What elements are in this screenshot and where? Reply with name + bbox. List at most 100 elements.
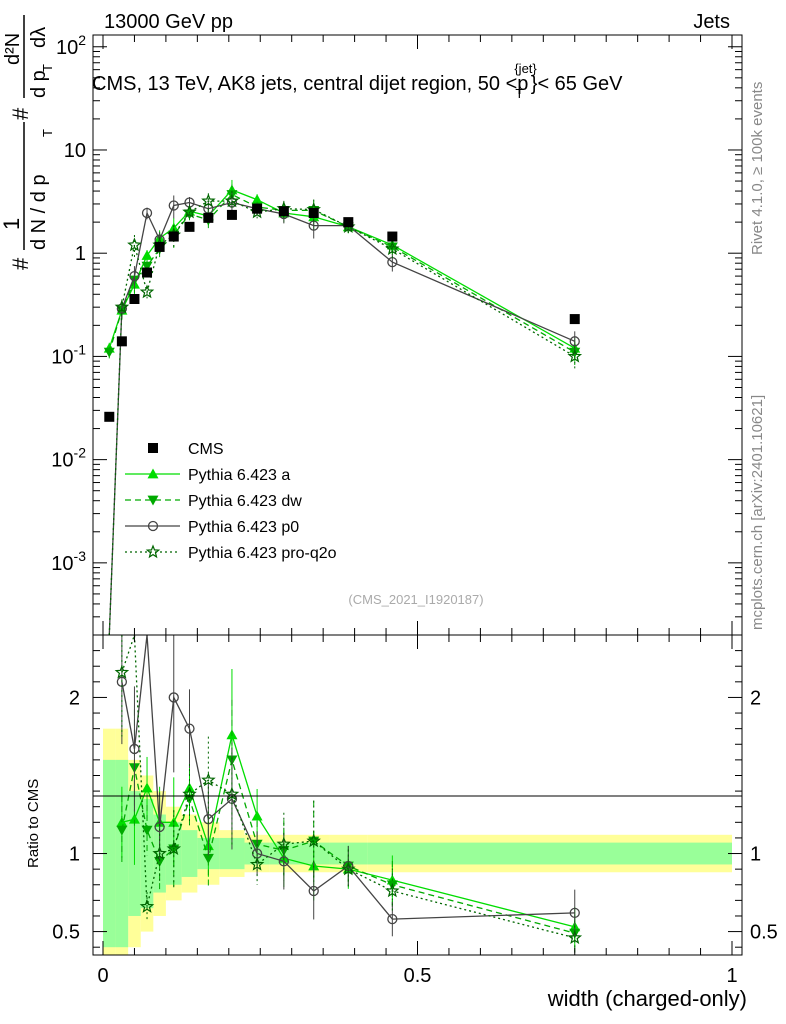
legend-label-data: CMS [188,441,224,458]
x-axis-label: width (charged-only) [547,986,747,1011]
legend: CMS Pythia 6.423 a Pythia 6.423 dw Pythia 6… [125,441,337,562]
ratio-y-axis-label: Ratio to CMS [25,779,42,868]
series-line-proq2o [108,200,576,636]
y-tick-label-2: 10-1 [51,341,86,368]
analysis-id: (CMS_2021_I1920187) [348,592,483,607]
ratio-uncertainty-bands [103,728,732,955]
header-energy: 13000 GeV pp [104,11,233,33]
series-point-p0-5 [168,200,179,211]
ratio-point-p0-4 [154,821,165,833]
x-tick-label-0: 0 [97,965,108,987]
series-point-p0-14 [569,336,580,347]
band-inner-14 [417,842,732,865]
main-plot-series [103,179,583,636]
mcplots-label: mcplots.cern.ch [arXiv:2401.10621] [749,395,766,630]
legend-label-a: Pythia 6.423 a [188,467,290,484]
legend-marker-proq2o [145,544,161,559]
ratio-line-proq2o [121,634,575,939]
y-tick-label-3: 1 [75,243,86,265]
y-tick-label-4: 10 [64,140,86,162]
legend-label-proq2o: Pythia 6.423 pro-q2o [188,545,337,562]
ylabel-T2: T [40,64,55,72]
ylabel-dlambda: dλ [28,27,50,48]
ratio-point-proq2o-3 [139,898,155,913]
title-sub: T [515,86,523,101]
ylabel-dN: d N / d p [28,174,50,250]
ratio-tick-label-right-1: 1 [750,844,761,866]
data-point-8 [226,209,237,220]
series-point-dw-3 [141,261,153,272]
ratio-point-p0-14 [569,907,580,919]
x-tick-label-2: 1 [726,965,737,987]
ylabel-d2N: d²N [2,33,24,65]
ratio-point-dw-3 [141,825,153,836]
data-point-2 [129,293,140,304]
ratio-point-dw-1 [116,825,128,836]
series-point-proq2o-6 [182,204,197,219]
title-end: }< 65 GeV [531,73,623,95]
series-point-proq2o-14 [567,348,583,363]
legend-marker-a [147,468,159,479]
ratio-tick-label-left-0: 0.5 [52,922,80,944]
data-point-11 [308,208,319,219]
series-point-a-3 [141,249,153,260]
data-point-13 [387,231,398,242]
ratio-point-p0-2 [129,743,140,755]
legend-marker-data [148,443,158,453]
series-point-proq2o-2 [127,237,142,252]
ratio-point-proq2o-11 [306,833,321,848]
ratio-point-dw-4 [154,856,166,867]
legend-label-dw: Pythia 6.423 dw [188,493,302,510]
series-line-dw [108,193,576,353]
data-point-14 [569,314,580,325]
series-line-a [108,189,576,349]
ratio-point-proq2o-14 [567,930,583,945]
ratio-point-proq2o-9 [249,856,265,871]
ratio-tick-label-right-0: 0.5 [750,922,778,944]
ratio-point-proq2o-4 [152,845,167,860]
ratio-point-proq2o-12 [341,861,356,876]
legend-marker-dw [147,495,159,506]
ratio-point-proq2o-8 [224,786,240,801]
ratio-tick-label-left-2: 2 [69,687,80,709]
series-point-p0-2 [129,270,140,282]
ylabel-hash: # [8,257,33,270]
ratio-point-p0-5 [168,692,179,703]
ratio-point-proq2o-6 [182,786,197,801]
ratio-line-a [121,732,575,928]
rivet-label: Rivet 4.1.0, ≥ 100k events [749,82,766,255]
ratio-point-p0-7 [203,814,214,825]
axis-ticks: 0 0.5 1 10-3 10-2 10-1 1 10 102 0.5 0.5 1 1 2 2 [51,32,778,987]
legend-label-p0: Pythia 6.423 p0 [188,519,299,536]
ratio-point-proq2o-1 [114,664,130,679]
y-tick-label-5: 102 [56,32,86,59]
series-line-p0 [108,201,576,636]
ratio-tick-label-left-1: 1 [69,844,80,866]
ylabel-hash2: # [8,107,33,120]
band-inner-13 [367,842,418,865]
ratio-point-p0-10 [278,856,289,867]
data-point-10 [278,206,289,217]
plot-title: CMS, 13 TeV, AK8 jets, central dijet reg… [92,61,623,101]
ratio-point-proq2o-13 [385,883,400,898]
legend-marker-p0 [147,520,159,532]
ratio-plot-series [114,634,583,955]
series-point-proq2o-3 [139,284,155,299]
ylabel-T1: T [40,129,55,137]
data-point-7 [203,212,214,223]
main-y-axis-label: # 1 d N / d p T # d²N d p T dλ [0,15,55,270]
title-sup: {jet} [514,61,537,76]
ratio-point-proq2o-10 [276,836,292,851]
ratio-tick-label-right-2: 2 [750,687,761,709]
band-inner-0 [103,759,116,948]
ratio-point-proq2o-5 [166,841,182,856]
ratio-line-p0 [121,634,575,920]
data-point-9 [252,203,263,214]
data-point-12 [343,217,354,228]
ratio-point-p0-13 [387,913,398,925]
ratio-point-p0-11 [308,885,319,897]
series-point-proq2o-8 [224,193,240,208]
ratio-point-dw-7 [202,853,214,864]
data-point-0 [104,411,115,422]
